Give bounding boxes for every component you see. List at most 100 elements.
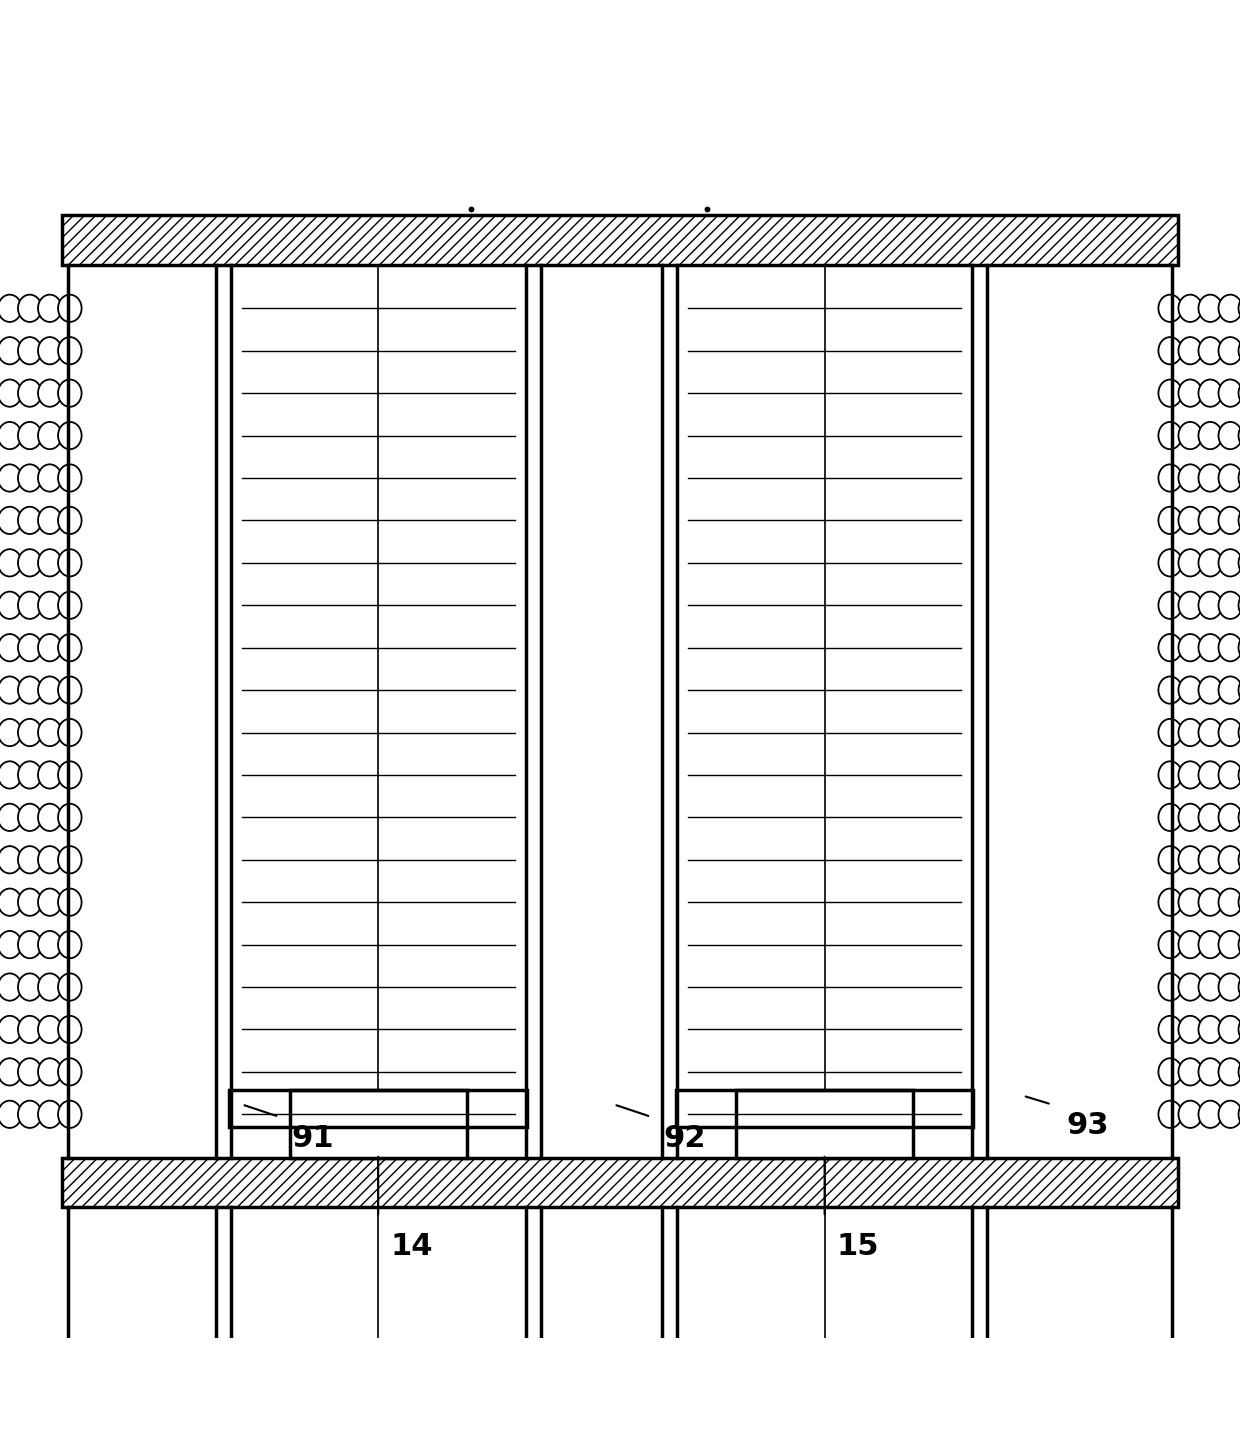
Ellipse shape	[1239, 591, 1240, 618]
Ellipse shape	[1178, 847, 1202, 874]
Ellipse shape	[1219, 762, 1240, 789]
Ellipse shape	[1178, 973, 1202, 1000]
Ellipse shape	[58, 888, 82, 916]
Ellipse shape	[1219, 973, 1240, 1000]
Ellipse shape	[1219, 676, 1240, 703]
Ellipse shape	[0, 337, 1, 364]
Ellipse shape	[19, 379, 42, 406]
Text: 92: 92	[663, 1124, 706, 1154]
Ellipse shape	[1239, 973, 1240, 1000]
Ellipse shape	[1239, 465, 1240, 492]
Ellipse shape	[0, 634, 21, 662]
Ellipse shape	[1219, 422, 1240, 449]
Ellipse shape	[1178, 1016, 1202, 1043]
Ellipse shape	[0, 422, 21, 449]
Ellipse shape	[1219, 719, 1240, 746]
Ellipse shape	[58, 1058, 82, 1085]
Ellipse shape	[38, 676, 62, 703]
Ellipse shape	[1219, 591, 1240, 618]
Ellipse shape	[0, 719, 21, 746]
Text: 15: 15	[837, 1233, 879, 1261]
Ellipse shape	[1198, 804, 1221, 831]
Ellipse shape	[1198, 634, 1221, 662]
Ellipse shape	[58, 762, 82, 789]
Ellipse shape	[1219, 465, 1240, 492]
Ellipse shape	[19, 1016, 42, 1043]
Ellipse shape	[38, 762, 62, 789]
Ellipse shape	[1158, 379, 1182, 406]
Ellipse shape	[0, 1016, 21, 1043]
Ellipse shape	[1239, 762, 1240, 789]
Ellipse shape	[38, 294, 62, 321]
Ellipse shape	[19, 804, 42, 831]
Ellipse shape	[58, 973, 82, 1000]
Ellipse shape	[1219, 634, 1240, 662]
Ellipse shape	[38, 337, 62, 364]
Ellipse shape	[1198, 762, 1221, 789]
Ellipse shape	[19, 422, 42, 449]
Ellipse shape	[0, 847, 21, 874]
Ellipse shape	[1239, 847, 1240, 874]
Ellipse shape	[1198, 1058, 1221, 1085]
Ellipse shape	[1219, 888, 1240, 916]
Ellipse shape	[19, 507, 42, 534]
Ellipse shape	[1198, 507, 1221, 534]
Ellipse shape	[0, 1016, 1, 1043]
Ellipse shape	[0, 294, 21, 321]
Ellipse shape	[38, 550, 62, 577]
Ellipse shape	[0, 1101, 21, 1128]
Ellipse shape	[38, 804, 62, 831]
Ellipse shape	[1198, 465, 1221, 492]
Ellipse shape	[19, 676, 42, 703]
Ellipse shape	[1178, 888, 1202, 916]
Ellipse shape	[1158, 973, 1182, 1000]
Ellipse shape	[1219, 931, 1240, 959]
Ellipse shape	[1239, 507, 1240, 534]
Ellipse shape	[1158, 294, 1182, 321]
Ellipse shape	[1178, 379, 1202, 406]
Ellipse shape	[38, 507, 62, 534]
Ellipse shape	[19, 465, 42, 492]
Ellipse shape	[0, 931, 1, 959]
Ellipse shape	[58, 591, 82, 618]
Ellipse shape	[19, 931, 42, 959]
Ellipse shape	[1198, 591, 1221, 618]
Ellipse shape	[38, 1101, 62, 1128]
Text: 14: 14	[391, 1233, 433, 1261]
Ellipse shape	[1158, 337, 1182, 364]
Ellipse shape	[0, 465, 1, 492]
Ellipse shape	[0, 1058, 1, 1085]
Ellipse shape	[38, 719, 62, 746]
Ellipse shape	[0, 591, 1, 618]
Ellipse shape	[0, 591, 21, 618]
Ellipse shape	[1198, 847, 1221, 874]
Ellipse shape	[1158, 888, 1182, 916]
Ellipse shape	[1198, 422, 1221, 449]
Ellipse shape	[1219, 337, 1240, 364]
Ellipse shape	[58, 847, 82, 874]
Bar	[229, 1089, 527, 1126]
Ellipse shape	[1178, 804, 1202, 831]
Ellipse shape	[1178, 507, 1202, 534]
Ellipse shape	[1219, 1016, 1240, 1043]
Ellipse shape	[38, 379, 62, 406]
Ellipse shape	[0, 1101, 1, 1128]
Ellipse shape	[19, 719, 42, 746]
Ellipse shape	[1198, 294, 1221, 321]
Ellipse shape	[58, 337, 82, 364]
Ellipse shape	[19, 294, 42, 321]
Ellipse shape	[1158, 1016, 1182, 1043]
Ellipse shape	[1198, 973, 1221, 1000]
Ellipse shape	[1198, 337, 1221, 364]
Ellipse shape	[1178, 550, 1202, 577]
Bar	[737, 1089, 913, 1158]
Bar	[62, 215, 1178, 265]
Ellipse shape	[0, 719, 1, 746]
Ellipse shape	[19, 337, 42, 364]
Ellipse shape	[19, 1101, 42, 1128]
Ellipse shape	[0, 422, 1, 449]
Ellipse shape	[0, 1058, 21, 1085]
Ellipse shape	[1158, 634, 1182, 662]
Ellipse shape	[1178, 1101, 1202, 1128]
Bar	[62, 1158, 1178, 1207]
